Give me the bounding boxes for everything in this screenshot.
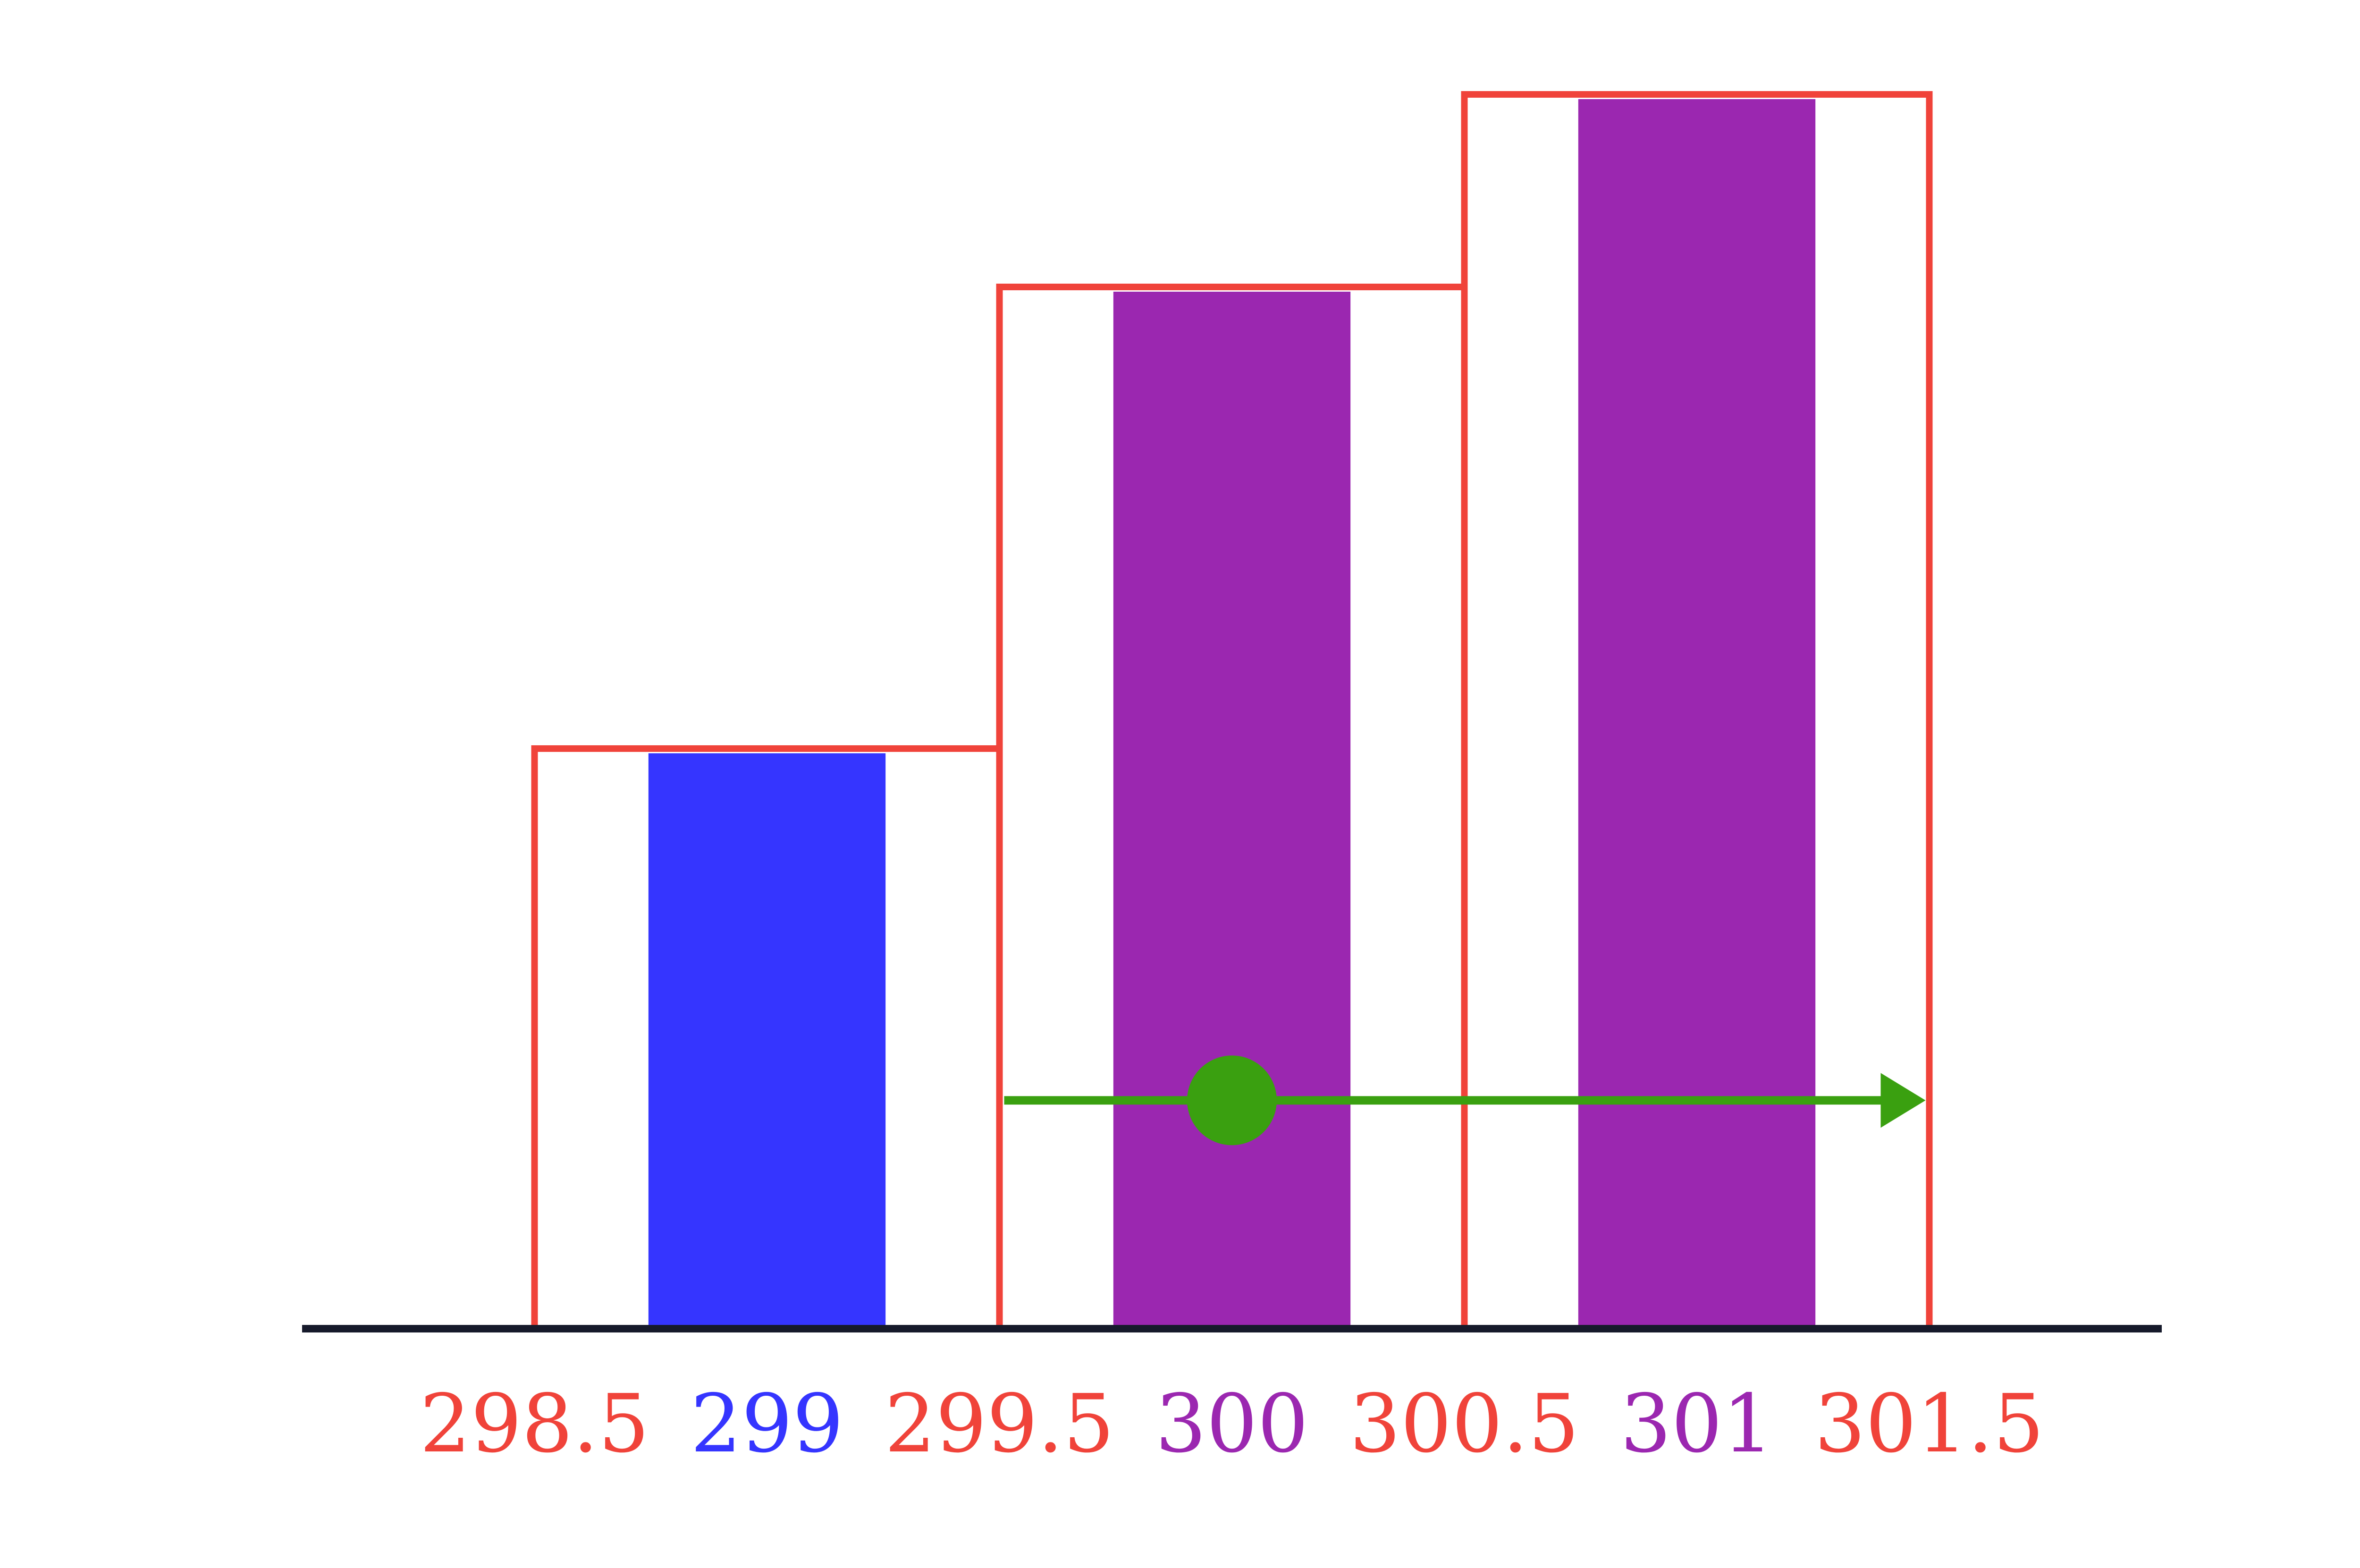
tick-label-301.5: 301.5 bbox=[1814, 1377, 2044, 1471]
bar-300 bbox=[1113, 291, 1351, 1329]
arrow-head-icon bbox=[1880, 1073, 1926, 1128]
tick-label-298.5: 298.5 bbox=[420, 1377, 649, 1471]
tick-label-299: 299 bbox=[691, 1377, 843, 1471]
bar-299 bbox=[648, 753, 886, 1329]
tick-label-300: 300 bbox=[1155, 1377, 1308, 1471]
bars-layer bbox=[648, 99, 1816, 1329]
tick-label-300.5: 300.5 bbox=[1349, 1377, 1579, 1471]
tick-label-301: 301 bbox=[1620, 1377, 1773, 1471]
marker-point bbox=[1187, 1055, 1277, 1146]
annotation-layer bbox=[1004, 1055, 1926, 1146]
tick-labels-layer: 298.5 299 299.5 300 300.5 301 301.5 bbox=[420, 1377, 2044, 1471]
tick-label-299.5: 299.5 bbox=[885, 1377, 1114, 1471]
bar-301 bbox=[1578, 99, 1816, 1329]
